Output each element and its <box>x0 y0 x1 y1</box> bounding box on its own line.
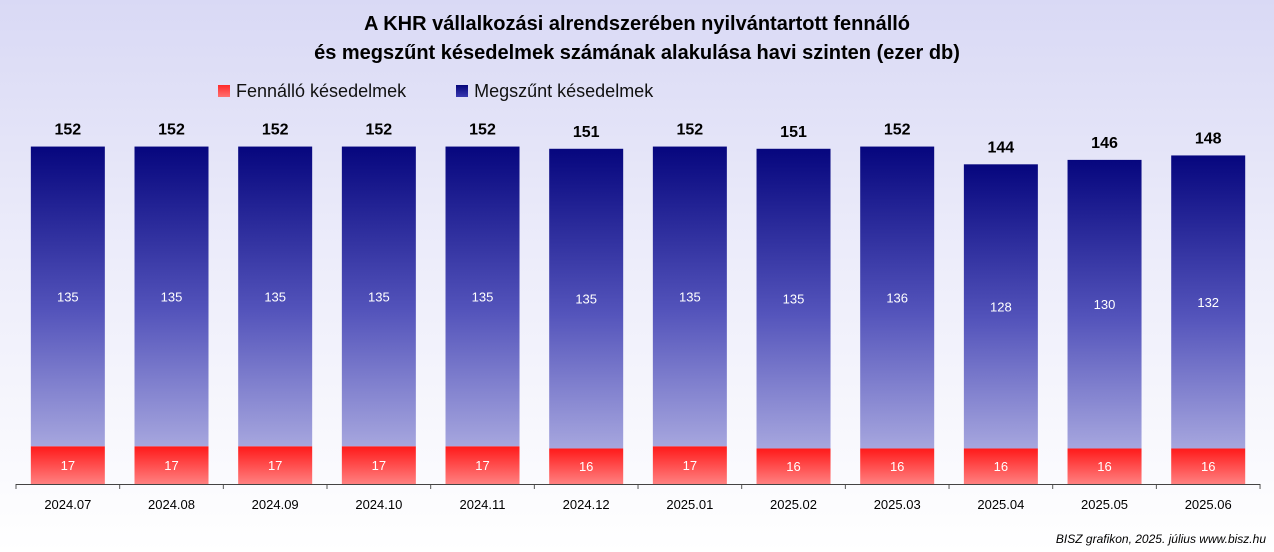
data-label-megszunt: 132 <box>1197 295 1219 310</box>
legend-label-megszunt: Megszűnt késedelmek <box>474 80 654 101</box>
bar-fennallo-2025.01 <box>652 446 727 484</box>
x-tick-label: 2025.03 <box>874 497 921 512</box>
data-label-total: 152 <box>884 122 911 139</box>
chart-title: A KHR vállalkozási alrendszerében nyilvá… <box>0 10 1274 68</box>
x-tick-label: 2025.05 <box>1081 497 1128 512</box>
bar-fennallo-2025.04 <box>963 448 1038 484</box>
legend-label-fennallo: Fennálló késedelmek <box>236 80 407 101</box>
bar-fennallo-2024.08 <box>134 446 209 484</box>
legend-item-megszunt: Megszűnt késedelmek <box>456 81 653 102</box>
data-label-total: 152 <box>54 122 81 139</box>
x-tick-label: 2024.08 <box>148 497 195 512</box>
legend-swatch-blue <box>456 85 469 97</box>
data-label-megszunt: 135 <box>783 292 805 307</box>
data-label-megszunt: 135 <box>575 292 597 307</box>
bar-megszunt-2024.10 <box>341 146 416 447</box>
x-tick-label: 2025.04 <box>977 497 1024 512</box>
data-label-megszunt: 135 <box>57 289 79 304</box>
bar-megszunt-2024.07 <box>30 146 105 447</box>
bar-fennallo-2024.10 <box>341 446 416 484</box>
data-label-fennallo: 16 <box>890 459 904 474</box>
x-tick-label: 2024.09 <box>252 497 299 512</box>
x-tick-label: 2025.02 <box>770 497 817 512</box>
data-label-fennallo: 16 <box>786 459 800 474</box>
chart-title-line-2: és megszűnt késedelmek számának alakulás… <box>314 42 960 64</box>
data-label-fennallo: 17 <box>268 458 282 473</box>
bar-megszunt-2024.12 <box>549 148 624 449</box>
data-label-megszunt: 135 <box>264 289 286 304</box>
x-tick-label: 2024.07 <box>44 497 91 512</box>
x-tick-label: 2024.11 <box>459 497 505 512</box>
data-label-total: 151 <box>780 124 807 141</box>
data-label-fennallo: 17 <box>475 458 489 473</box>
data-label-fennallo: 17 <box>164 458 178 473</box>
data-label-fennallo: 16 <box>1097 459 1111 474</box>
bar-megszunt-2024.08 <box>134 146 209 447</box>
data-label-total: 151 <box>573 124 600 141</box>
data-label-total: 144 <box>988 139 1015 156</box>
bar-fennallo-2025.03 <box>860 448 935 484</box>
x-tick-label: 2025.01 <box>666 497 713 512</box>
data-label-total: 148 <box>1195 130 1222 147</box>
data-label-megszunt: 135 <box>161 289 183 304</box>
data-label-megszunt: 128 <box>990 299 1012 314</box>
data-label-total: 146 <box>1091 135 1118 152</box>
bar-fennallo-2025.05 <box>1067 448 1142 484</box>
chart-legend: Fennálló késedelmek Megszűnt késedelmek <box>218 79 703 103</box>
x-tick-label: 2024.12 <box>563 497 610 512</box>
x-tick-label: 2025.06 <box>1185 497 1232 512</box>
bar-megszunt-2025.02 <box>756 148 831 449</box>
bar-fennallo-2024.07 <box>30 446 105 484</box>
footer-credit: BISZ grafikon, 2025. július www.bisz.hu <box>1055 532 1266 546</box>
data-label-megszunt: 130 <box>1094 297 1116 312</box>
bar-megszunt-2025.05 <box>1067 159 1142 449</box>
data-label-megszunt: 136 <box>886 291 908 306</box>
bar-megszunt-2025.04 <box>963 164 1038 449</box>
data-label-fennallo: 17 <box>61 458 75 473</box>
data-label-total: 152 <box>677 122 704 139</box>
data-label-fennallo: 16 <box>994 459 1008 474</box>
data-label-fennallo: 16 <box>1201 459 1215 474</box>
bar-fennallo-2024.12 <box>549 448 624 484</box>
data-label-total: 152 <box>365 122 392 139</box>
bar-fennallo-2024.09 <box>238 446 313 484</box>
bar-fennallo-2025.02 <box>756 448 831 484</box>
data-label-total: 152 <box>469 122 496 139</box>
chart-title-line-1: A KHR vállalkozási alrendszerében nyilvá… <box>363 13 911 35</box>
legend-swatch-red <box>218 85 230 97</box>
bar-megszunt-2024.09 <box>238 146 313 447</box>
data-label-fennallo: 17 <box>372 458 386 473</box>
bar-megszunt-2025.01 <box>652 146 727 447</box>
data-label-megszunt: 135 <box>679 289 701 304</box>
bar-fennallo-2024.11 <box>445 446 520 484</box>
bar-megszunt-2025.06 <box>1171 155 1246 449</box>
data-label-total: 152 <box>262 122 289 139</box>
data-label-total: 152 <box>158 122 185 139</box>
legend-item-fennallo: Fennálló késedelmek <box>218 81 406 102</box>
bar-megszunt-2024.11 <box>445 146 520 447</box>
data-label-megszunt: 135 <box>472 289 494 304</box>
data-label-fennallo: 16 <box>579 459 593 474</box>
bar-megszunt-2025.03 <box>860 146 935 449</box>
bar-fennallo-2025.06 <box>1171 448 1246 484</box>
data-label-fennallo: 17 <box>683 458 697 473</box>
x-tick-label: 2024.10 <box>355 497 402 512</box>
data-label-megszunt: 135 <box>368 289 390 304</box>
